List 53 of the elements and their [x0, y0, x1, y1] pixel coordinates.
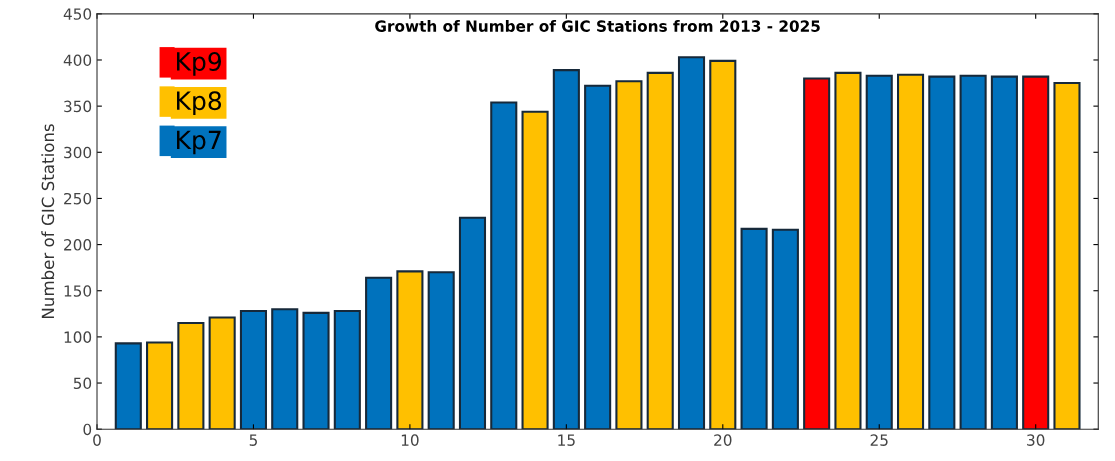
bar [834, 71, 862, 430]
bar [239, 310, 268, 430]
y-tick-label: 100 [64, 331, 92, 343]
bar [1022, 75, 1050, 430]
x-tick-label: 5 [249, 434, 257, 446]
bar [521, 110, 549, 430]
bar [584, 84, 612, 430]
x-tick-label: 30 [1027, 434, 1045, 446]
bar [114, 342, 142, 430]
x-tick-label: 10 [401, 434, 419, 446]
bar [396, 270, 424, 430]
bar [271, 308, 299, 430]
bar [615, 80, 643, 430]
bar [959, 74, 987, 430]
bar [333, 310, 361, 430]
bar [427, 271, 455, 430]
bar [458, 216, 487, 430]
bar [146, 341, 174, 430]
bar [677, 56, 706, 430]
y-tick-label: 400 [63, 54, 92, 66]
bar [1053, 82, 1081, 430]
y-tick-label: 50 [73, 377, 92, 390]
bar [896, 73, 925, 430]
bar [177, 322, 205, 430]
y-tick-label: 450 [63, 8, 92, 20]
y-tick-label: 350 [64, 100, 92, 113]
y-tick-label: 200 [64, 239, 92, 251]
bar [208, 316, 236, 430]
x-tick-label: 25 [870, 434, 888, 446]
bar [928, 75, 956, 430]
x-tick-label: 20 [714, 434, 732, 446]
chart-title: Growth of Number of GIC Stations from 2013 - 2025 [375, 20, 820, 32]
legend-label: Kp9 [177, 52, 221, 76]
legend-label: Kp8 [177, 91, 222, 116]
bar [365, 276, 393, 430]
bar [990, 75, 1018, 430]
bar [865, 74, 893, 430]
y-tick-label: 0 [83, 423, 92, 436]
bar [490, 101, 518, 430]
bar [803, 77, 831, 430]
bar [302, 311, 330, 430]
bar [709, 59, 737, 430]
x-tick-label: 0 [93, 434, 101, 446]
y-tick-label: 150 [64, 285, 92, 297]
bar [552, 69, 580, 430]
bar [740, 227, 768, 430]
bar [771, 228, 799, 430]
bar [646, 71, 674, 430]
y-tick-label: 300 [64, 146, 92, 159]
x-tick-label: 15 [558, 434, 575, 446]
legend-label: Kp7 [177, 130, 221, 155]
y-tick-label: 250 [64, 192, 92, 205]
y-axis-title: Number of GIC Stations [41, 124, 55, 319]
